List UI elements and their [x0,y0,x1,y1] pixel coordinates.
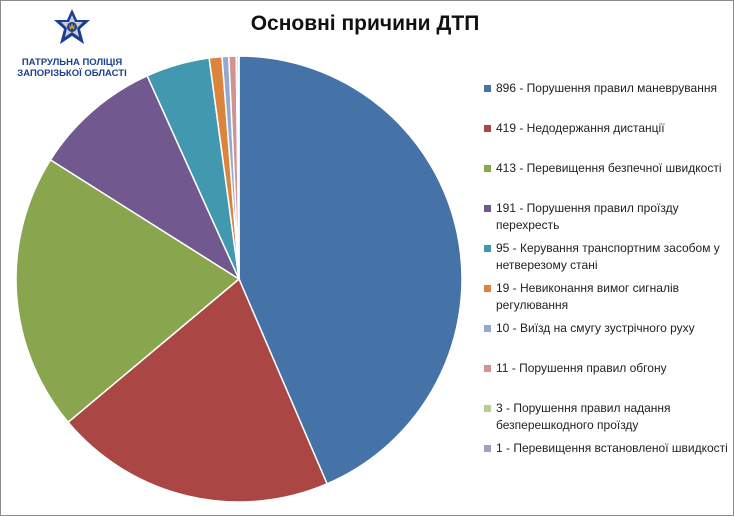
legend-label-6: 19 - Невиконання вимог сигналів регулюва… [496,281,680,312]
legend-label-3: 413 - Перевищення безпечної швидкості [496,161,722,175]
legend-item-9: 3 - Порушення правил надання безперешкод… [484,400,729,434]
legend-swatch-5 [484,245,491,252]
legend-item-2: 419 - Недодержання дистанції [484,120,729,137]
legend-swatch-6 [484,285,491,292]
pie-slice-3 [15,158,241,424]
pie-slice-2 [67,277,329,503]
legend-label-7: 10 - Виїзд на смугу зустрічного руху [496,321,695,335]
legend-item-4: 191 - Порушення правил проїзду перехрест… [484,200,729,234]
legend-label-1: 896 - Порушення правил маневрування [496,81,717,95]
legend-swatch-10 [484,445,491,452]
legend-label-2: 419 - Недодержання дистанції [496,121,665,135]
legend-swatch-4 [484,205,491,212]
legend-item-3: 413 - Перевищення безпечної швидкості [484,160,729,177]
legend-label-9: 3 - Порушення правил надання безперешкод… [496,401,671,432]
legend-item-10: 1 - Перевищення встановленої швидкості [484,440,729,457]
legend-item-5: 95 - Керування транспортним засобом у не… [484,240,729,274]
legend-swatch-7 [484,325,491,332]
legend-item-1: 896 - Порушення правил маневрування [484,80,729,97]
legend-label-4: 191 - Порушення правил проїзду перехрест… [496,201,679,232]
legend-swatch-8 [484,365,491,372]
legend-swatch-1 [484,85,491,92]
legend-label-5: 95 - Керування транспортним засобом у не… [496,241,720,272]
pie-slice-1 [238,55,463,485]
logo-line-1: ПАТРУЛЬНА ПОЛІЦІЯ [21,57,123,68]
pie-slice-10 [237,55,240,280]
legend-swatch-2 [484,125,491,132]
legend-item-6: 19 - Невиконання вимог сигналів регулюва… [484,280,729,314]
legend-item-8: 11 - Порушення правил обгону [484,360,729,377]
police-logo: ПАТРУЛЬНА ПОЛІЦІЯ ЗАПОРІЗЬКОЇ ОБЛАСТІ [8,8,136,83]
logo-text: ПАТРУЛЬНА ПОЛІЦІЯ ЗАПОРІЗЬКОЇ ОБЛАСТІ [8,57,136,79]
chart-title: Основні причини ДТП [250,12,480,35]
logo-line-2: ЗАПОРІЗЬКОЇ ОБЛАСТІ [17,68,127,79]
legend-label-8: 11 - Порушення правил обгону [496,361,667,375]
legend-item-7: 10 - Виїзд на смугу зустрічного руху [484,320,729,337]
legend-label-10: 1 - Перевищення встановленої швидкості [496,441,728,455]
legend-swatch-3 [484,165,491,172]
legend-swatch-9 [484,405,491,412]
police-star-icon [54,9,90,44]
pie-slice-4 [49,74,241,281]
